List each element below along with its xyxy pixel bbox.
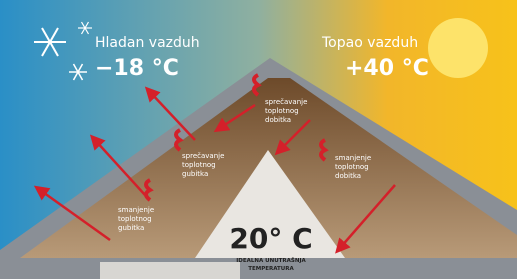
label-line: smanjenje [118, 206, 154, 214]
label-line: toplotnog [265, 107, 299, 115]
label-line: sprečavanje [182, 152, 224, 160]
center-temperature: 20° C [229, 222, 312, 255]
center-caption: TEMPERATURA [248, 266, 294, 272]
label-line: gubitka [182, 170, 208, 178]
warm-label: Topao vazduh [321, 35, 418, 51]
cold-temperature: −18 °C [95, 56, 179, 81]
label-line: gubitka [118, 224, 144, 232]
floor [100, 262, 240, 279]
warm-temperature: +40 °C [345, 56, 429, 81]
label-line: toplotnog [118, 215, 152, 223]
label-line: dobitka [335, 172, 361, 180]
label-line: smanjenje [335, 154, 371, 162]
cold-label: Hladan vazduh [95, 35, 200, 51]
infographic: Hladan vazduh −18 °C Topao vazduh +40 °C… [0, 0, 517, 279]
label-line: dobitka [265, 116, 291, 124]
label-line: sprečavanje [265, 98, 307, 106]
center-caption: IDEALNA UNUTRAŠNJA [236, 257, 306, 264]
label-line: toplotnog [182, 161, 216, 169]
sun [428, 18, 488, 78]
label-line: toplotnog [335, 163, 369, 171]
